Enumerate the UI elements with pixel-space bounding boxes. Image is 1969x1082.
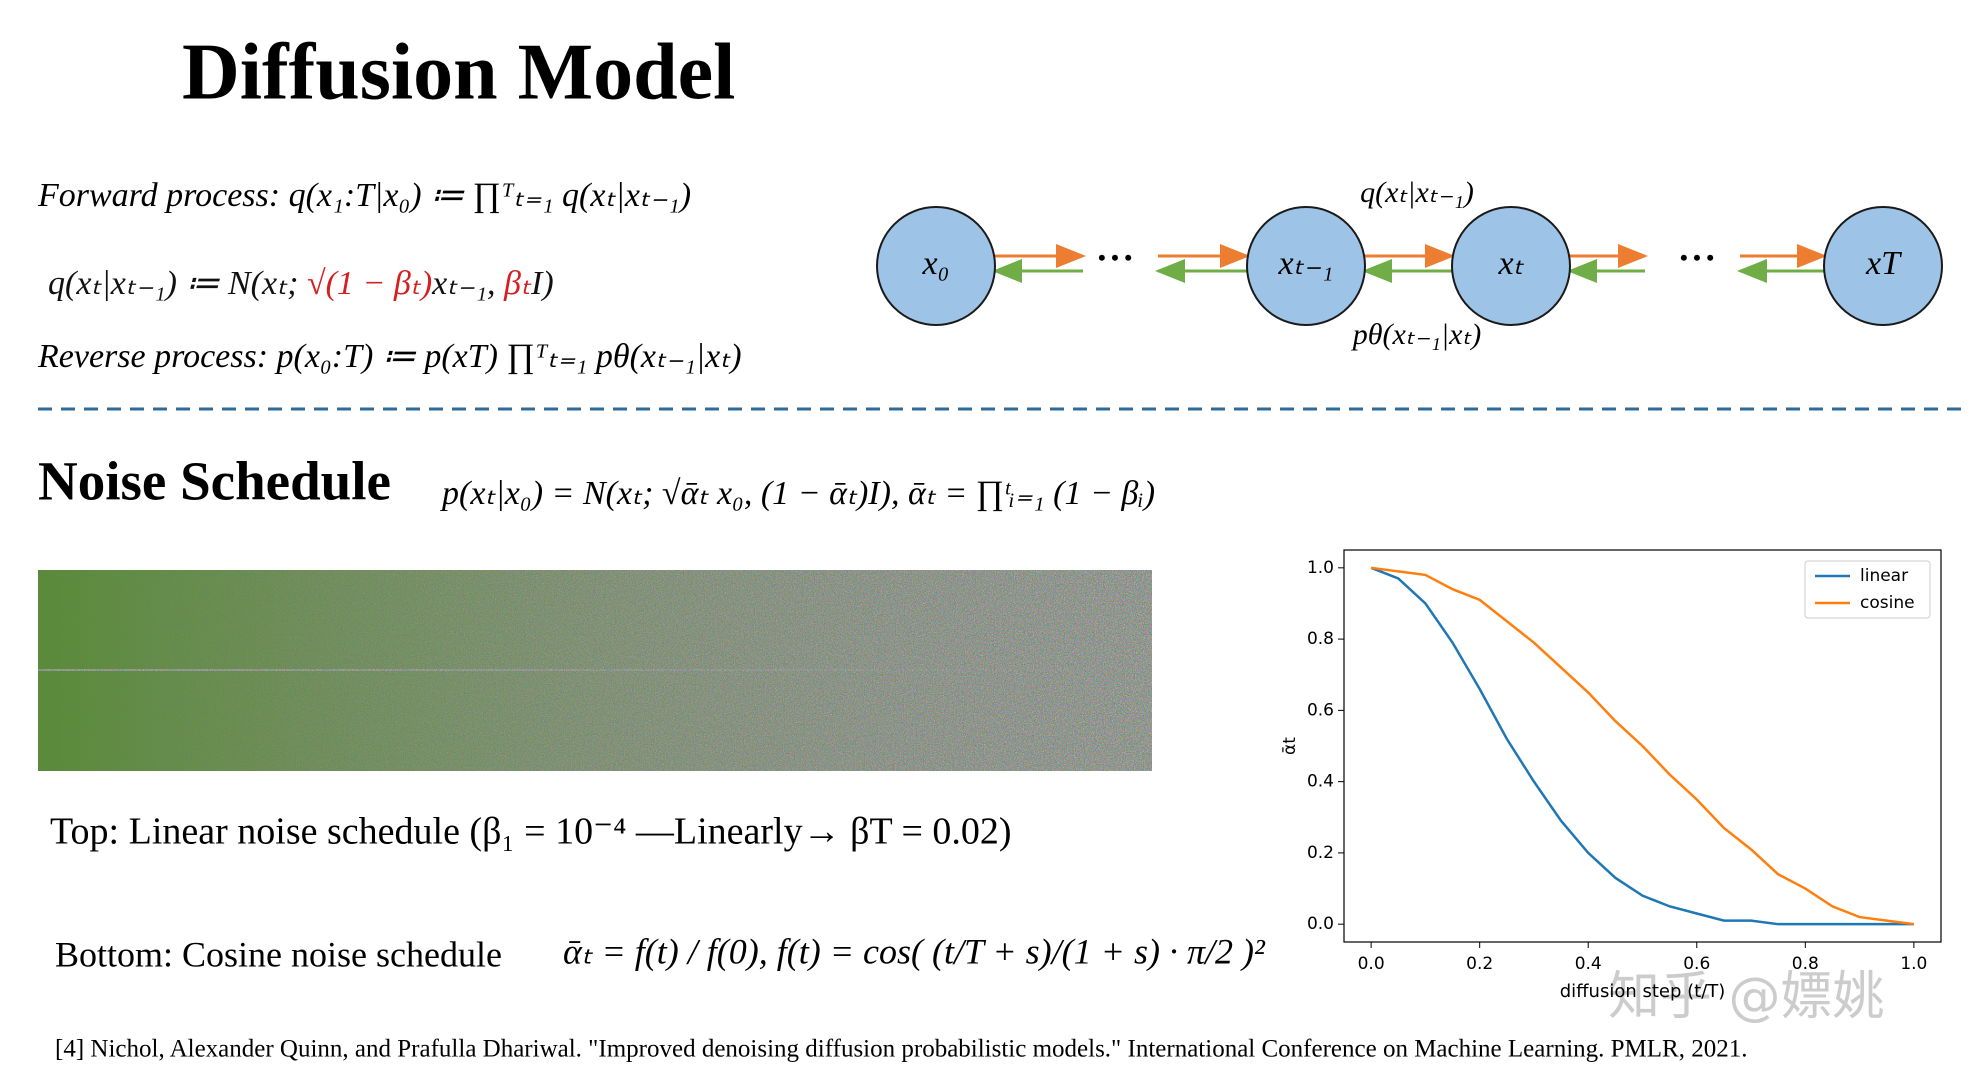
series-line bbox=[1370, 566, 1914, 926]
node-label: xₜ₋₁ bbox=[1278, 245, 1334, 282]
node bbox=[1823, 206, 1943, 326]
node bbox=[876, 206, 996, 326]
plot-frame bbox=[1343, 549, 1942, 943]
y-tick-label: 0.4 bbox=[1307, 772, 1334, 792]
bottom-eq: ᾱₜ = f(t) / f(0), f(t) = cos( (t/T + s)/… bbox=[563, 931, 1266, 971]
q-eq-part: xₜ₋₁, bbox=[431, 265, 504, 302]
image-bottom bbox=[38, 671, 1152, 771]
ellipsis: • • • bbox=[1098, 245, 1132, 270]
image-top bbox=[38, 570, 1152, 669]
forward-eq: Forward process: q(x₁:T|x₀) ≔ ∏ᵀₜ₌₁ q(xₜ… bbox=[37, 177, 691, 214]
q-eq-part: I) bbox=[530, 265, 554, 302]
y-tick-label: 0.2 bbox=[1307, 843, 1334, 863]
noise-images bbox=[38, 570, 1152, 771]
top-caption: Top: Linear noise schedule (β₁ = 10⁻⁴ —L… bbox=[50, 811, 1012, 853]
x-tick-label: 0.8 bbox=[1792, 954, 1819, 974]
y-tick-label: 0.0 bbox=[1307, 914, 1334, 934]
ellipsis: • • • bbox=[1680, 245, 1714, 270]
legend-label: linear bbox=[1860, 566, 1908, 586]
series-line bbox=[1370, 566, 1915, 926]
x-tick-label: 0.6 bbox=[1683, 954, 1710, 974]
q-eq: q(xₜ|xₜ₋₁) ≔ N(xₜ; √(1 − βₜ)xₜ₋₁, βₜI) bbox=[48, 265, 554, 302]
q-eq-part: βₜ bbox=[503, 265, 532, 302]
slide-title: Diffusion Model bbox=[182, 28, 735, 116]
x-tick-label: 1.0 bbox=[1900, 954, 1927, 974]
node bbox=[1246, 206, 1366, 326]
reference: [4] Nichol, Alexander Quinn, and Prafull… bbox=[55, 1036, 1747, 1063]
node-label: xT bbox=[1865, 245, 1902, 282]
node bbox=[1451, 206, 1571, 326]
x-axis-label: diffusion step (t/T) bbox=[1560, 981, 1726, 1002]
x-tick-label: 0.0 bbox=[1358, 954, 1385, 974]
q-eq-part: √(1 − βₜ) bbox=[307, 265, 432, 302]
node-label: x₀ bbox=[922, 245, 950, 282]
reverse-label: pθ(xₜ₋₁|xₜ) bbox=[1351, 318, 1482, 351]
x-tick-label: 0.2 bbox=[1466, 954, 1493, 974]
chart: 0.0 0.2 0.4 0.6 0.8 1.0 0.0 0.2 0.4 0.6 0.8 1.0 diff… bbox=[1280, 549, 1942, 1002]
section-title: Noise Schedule bbox=[38, 451, 391, 512]
forward-label: q(xₜ|xₜ₋₁) bbox=[1360, 176, 1474, 209]
y-tick-label: 0.8 bbox=[1307, 629, 1334, 649]
x-tick-label: 0.4 bbox=[1575, 954, 1602, 974]
y-tick-label: 0.6 bbox=[1307, 700, 1334, 720]
noise-eq: p(xₜ|x₀) = N(xₜ; √ᾱₜ x₀, (1 − ᾱₜ)I), ᾱₜ … bbox=[440, 475, 1155, 512]
q-eq-part: q(xₜ|xₜ₋₁) ≔ N(xₜ; bbox=[48, 265, 307, 302]
node-label: xₜ bbox=[1497, 245, 1524, 282]
markov-diagram: • • • • • • x₀ xₜ₋₁ xₜ xT q(xₜ|xₜ₋₁) pθ(xₜ₋₁|xₜ… bbox=[876, 176, 1943, 351]
y-tick-label: 1.0 bbox=[1307, 558, 1334, 578]
reverse-eq: Reverse process: p(x₀:T) ≔ p(xT) ∏ᵀₜ₌₁ p… bbox=[37, 338, 742, 375]
legend-label: cosine bbox=[1860, 593, 1915, 613]
watermark: 知乎 @嫖姚 bbox=[1608, 967, 1885, 1027]
y-axis-label: ᾱt bbox=[1280, 737, 1300, 755]
bottom-caption: Bottom: Cosine noise schedule bbox=[55, 934, 502, 974]
